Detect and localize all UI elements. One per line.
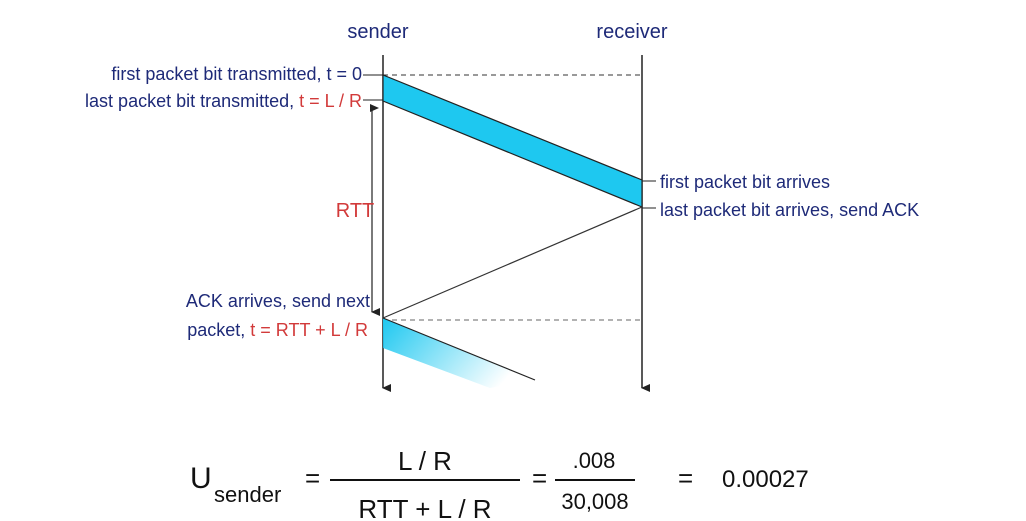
- label-text: packet,: [187, 320, 250, 340]
- formula-den-value: 30,008: [561, 489, 628, 514]
- formula-result: 0.00027: [722, 466, 809, 493]
- formula-eq: =: [532, 463, 547, 493]
- formula-eq: =: [305, 463, 320, 493]
- label-time: t = RTT + L / R: [250, 320, 368, 340]
- ack-line: [382, 206, 643, 319]
- label-text: last packet bit transmitted,: [85, 91, 299, 111]
- receiver-label: receiver: [596, 21, 667, 43]
- label: packet, t = RTT + L / R: [187, 320, 368, 340]
- label: ACK arrives, send next: [186, 291, 370, 311]
- label-time: t = L / R: [299, 91, 362, 111]
- rtt-label: RTT: [336, 200, 375, 222]
- formula-numerator: L / R: [398, 446, 452, 476]
- label: first packet bit arrives: [660, 172, 830, 192]
- sender-label: sender: [347, 21, 408, 43]
- formula-num-value: .008: [573, 448, 616, 473]
- formula-denominator: RTT + L / R: [358, 494, 491, 521]
- formula-eq: =: [678, 463, 693, 493]
- next-packet-edge: [382, 317, 536, 381]
- formula-subscript: sender: [214, 482, 281, 507]
- label: last packet bit arrives, send ACK: [660, 200, 919, 220]
- next-packet-band: [383, 318, 535, 388]
- label: first packet bit transmitted, t = 0: [111, 64, 362, 84]
- label: last packet bit transmitted, t = L / R: [85, 91, 362, 111]
- packet-band: [382, 74, 643, 208]
- formula-u: U: [190, 462, 212, 495]
